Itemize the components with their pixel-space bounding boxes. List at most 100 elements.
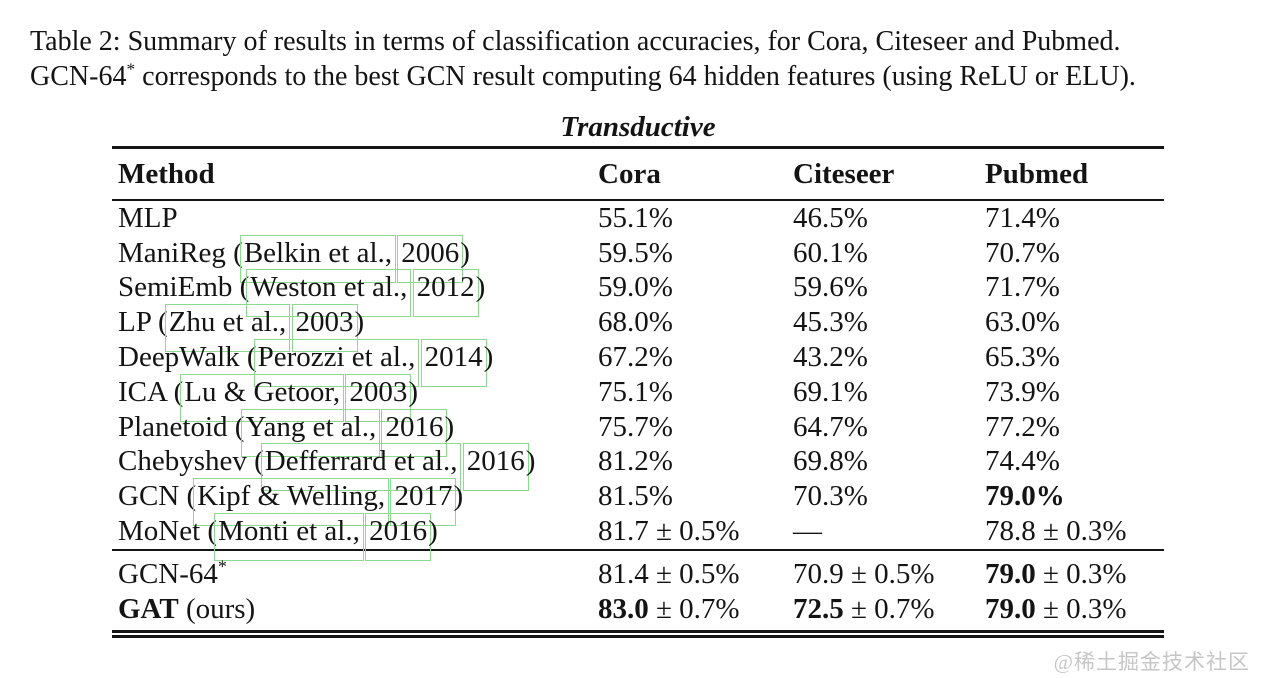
column-header-citeseer: Citeseer bbox=[793, 157, 895, 190]
citation-link[interactable]: 2003 bbox=[345, 373, 412, 422]
text-segment: 67.2% bbox=[598, 341, 673, 374]
text-segment: 59.0% bbox=[598, 271, 673, 304]
citation-link[interactable]: Kipf & Welling, bbox=[193, 478, 390, 527]
citation-link[interactable]: Monti et al., bbox=[214, 513, 364, 562]
table-row: Planetoid (Yang et al., 2016) 75.7% 64.7% 7… bbox=[112, 408, 1164, 457]
table-row: ICA (Lu & Getoor, 2003) 75.1% 69.1% 73.9% bbox=[112, 373, 1164, 422]
text-segment: 79.0% bbox=[985, 480, 1065, 513]
column-header-method: Method bbox=[118, 157, 215, 190]
text-segment: ) bbox=[428, 515, 438, 548]
value-cell: 70.9 ± 0.5% bbox=[793, 558, 985, 591]
text-segment: 79.0 bbox=[985, 592, 1036, 625]
citation-link[interactable]: Zhu et al., bbox=[164, 304, 291, 353]
text-segment: ) bbox=[475, 271, 486, 304]
citation-link[interactable]: Weston et al., bbox=[246, 269, 412, 318]
text-segment: ICA ( bbox=[118, 375, 184, 408]
value-cell: 78.8 ± 0.3% bbox=[985, 515, 1164, 548]
text-segment: — bbox=[793, 515, 822, 548]
text-segment: GCN-64 bbox=[118, 557, 218, 590]
value-cell: 45.3% bbox=[793, 306, 985, 339]
text-segment: * bbox=[217, 556, 227, 577]
text-segment: GCN ( bbox=[118, 480, 197, 513]
text-segment: GCN-64 bbox=[30, 61, 127, 92]
results-table: Transductive Method Cora Citeseer Pubmed… bbox=[112, 109, 1164, 638]
citation-link[interactable]: 2014 bbox=[420, 339, 487, 388]
value-cell: 72.5 ± 0.7% bbox=[793, 593, 985, 626]
text-segment: LP ( bbox=[118, 306, 168, 339]
text-segment: 72.5 bbox=[793, 592, 844, 625]
citation-link[interactable]: 2012 bbox=[412, 269, 479, 318]
citation-link[interactable]: 2016 bbox=[462, 443, 529, 492]
value-cell: 60.1% bbox=[793, 237, 985, 270]
text-segment: 64.7% bbox=[793, 410, 868, 443]
value-cell: 46.5% bbox=[793, 202, 985, 235]
table-row: SemiEmb (Weston et al., 2012) 59.0% 59.6% 7… bbox=[112, 269, 1164, 318]
text-segment: ± 0.7% bbox=[843, 592, 935, 625]
text-segment: 79.0 bbox=[985, 557, 1036, 590]
citation-link[interactable]: Yang et al., bbox=[241, 408, 381, 457]
citation-link[interactable]: Defferrard et al., bbox=[260, 443, 462, 492]
citation-link[interactable]: 2006 bbox=[397, 234, 464, 283]
text-segment: 68.0% bbox=[598, 306, 673, 339]
text-segment: 69.8% bbox=[793, 445, 868, 478]
citation-link[interactable]: 2003 bbox=[291, 304, 358, 353]
text-segment: 81.7 ± 0.5% bbox=[598, 515, 740, 548]
table-row: MoNet (Monti et al., 2016) 81.7 ± 0.5% — 78… bbox=[112, 513, 1164, 562]
table-row: GCN-64* 81.4 ± 0.5% 70.9 ± 0.5% 79.0 ± 0.3% bbox=[112, 557, 1164, 592]
column-header-cora: Cora bbox=[598, 157, 661, 190]
method-cell: DeepWalk (Perozzi et al., 2014) bbox=[112, 339, 598, 388]
text-segment: DeepWalk ( bbox=[118, 341, 257, 374]
text-segment: ManiReg ( bbox=[118, 236, 243, 269]
text-segment: Chebyshev ( bbox=[118, 445, 264, 478]
value-cell: 81.7 ± 0.5% bbox=[598, 515, 793, 548]
text-segment: SemiEmb ( bbox=[118, 271, 250, 304]
text-segment: Table 2: Summary of results in terms of … bbox=[30, 26, 1121, 57]
table-rule-bottom bbox=[112, 629, 1164, 638]
citation-link[interactable]: 2017 bbox=[390, 478, 457, 527]
value-cell: 70.7% bbox=[985, 237, 1164, 270]
citation-link[interactable]: Lu & Getoor, bbox=[180, 373, 345, 422]
value-cell: 81.5% bbox=[598, 480, 793, 513]
caption-line-1: Table 2: Summary of results in terms of … bbox=[30, 24, 1254, 59]
text-segment: MLP bbox=[118, 201, 178, 234]
text-segment: 46.5% bbox=[793, 201, 868, 234]
table-rule-under-header bbox=[112, 199, 1164, 201]
value-cell: — bbox=[793, 515, 985, 548]
table-row: GAT (ours) 83.0 ± 0.7% 72.5 ± 0.7% 79.0 ± 0… bbox=[112, 592, 1164, 627]
method-cell: MLP bbox=[112, 202, 598, 235]
citation-link[interactable]: 2016 bbox=[365, 513, 432, 562]
method-cell: MoNet (Monti et al., 2016) bbox=[112, 513, 598, 562]
text-segment: 65.3% bbox=[985, 341, 1060, 374]
table-rule-top bbox=[112, 146, 1164, 149]
value-cell: 63.0% bbox=[985, 306, 1164, 339]
value-cell: 70.3% bbox=[793, 480, 985, 513]
citation-link[interactable]: 2016 bbox=[381, 408, 448, 457]
method-cell: Planetoid (Yang et al., 2016) bbox=[112, 408, 598, 457]
text-segment: 81.2% bbox=[598, 445, 673, 478]
text-segment: (ours) bbox=[178, 592, 256, 625]
citation-link[interactable]: Belkin et al., bbox=[239, 234, 397, 283]
text-segment: 69.1% bbox=[793, 375, 868, 408]
text-segment: 70.3% bbox=[793, 480, 868, 513]
value-cell: 71.4% bbox=[985, 202, 1164, 235]
table-footer: GCN-64* 81.4 ± 0.5% 70.9 ± 0.5% 79.0 ± 0.3%… bbox=[112, 551, 1164, 630]
text-segment: 78.8 ± 0.3% bbox=[985, 515, 1127, 548]
citation-link[interactable]: Perozzi et al., bbox=[253, 339, 420, 388]
text-segment: 70.7% bbox=[985, 236, 1060, 269]
text-segment: ± 0.7% bbox=[648, 592, 740, 625]
text-segment: ) bbox=[444, 410, 455, 443]
method-cell: GCN-64* bbox=[112, 556, 598, 591]
table-row: MLP 55.1% 46.5% 71.4% bbox=[112, 201, 1164, 236]
table-row: LP (Zhu et al., 2003) 68.0% 45.3% 63.0% bbox=[112, 304, 1164, 353]
value-cell: 59.6% bbox=[793, 271, 985, 304]
text-segment: 55.1% bbox=[598, 201, 673, 234]
value-cell: 79.0 ± 0.3% bbox=[985, 593, 1164, 626]
text-segment: ) bbox=[408, 375, 419, 408]
text-segment: corresponds to the best GCN result compu… bbox=[135, 61, 1136, 92]
value-cell: 43.2% bbox=[793, 341, 985, 374]
value-cell: 59.5% bbox=[598, 237, 793, 270]
text-segment: 75.7% bbox=[598, 410, 673, 443]
text-segment: 59.6% bbox=[793, 271, 868, 304]
value-cell: 71.7% bbox=[985, 271, 1164, 304]
value-cell: 81.2% bbox=[598, 445, 793, 478]
